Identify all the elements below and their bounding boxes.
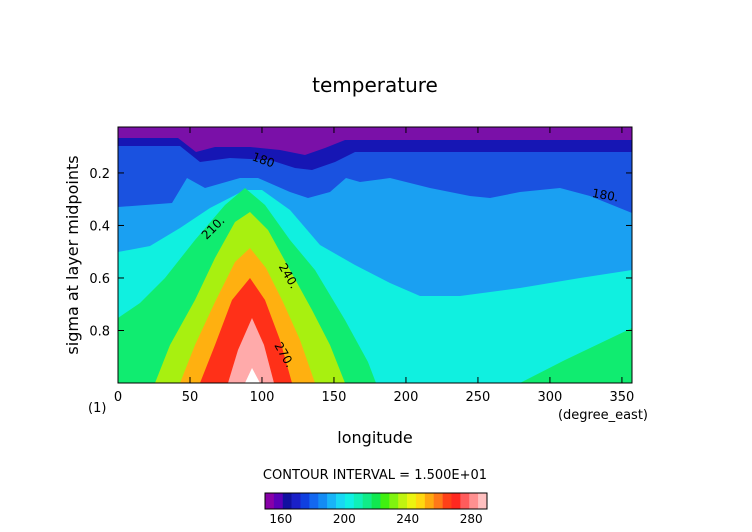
x-tick-label: 100 (250, 390, 275, 405)
colorbar-swatch (469, 493, 479, 509)
colorbar-swatch (336, 493, 346, 509)
contour-band-255 (200, 278, 292, 383)
colorbar-swatch (309, 493, 319, 509)
x-tick-label: 350 (610, 390, 635, 405)
colorbar-tick-label: 160 (269, 512, 292, 526)
colorbar-swatch (478, 493, 488, 509)
colorbar-swatch (398, 493, 408, 509)
y-tick-label: 0.4 (89, 219, 110, 234)
contour-band-210-corner (520, 328, 632, 383)
contour-interval-text: CONTOUR INTERVAL = 1.500E+01 (263, 468, 487, 483)
colorbar: 160 200 240 280 (264, 492, 488, 526)
x-tick-label: 250 (466, 390, 491, 405)
colorbar-swatch (433, 493, 443, 509)
colorbar-frame (264, 492, 488, 510)
colorbar-swatch (344, 493, 355, 509)
x-tick-label: 150 (322, 390, 347, 405)
colorbar-swatch (353, 493, 363, 509)
y-axis-title: sigma at layer midpoints (63, 155, 82, 354)
colorbar-swatch (327, 493, 337, 509)
colorbar-swatch (451, 493, 461, 509)
colorbar-swatch (442, 493, 452, 509)
plot-frame (117, 126, 633, 384)
contour-fill (118, 127, 632, 383)
x-tick-label: 300 (538, 390, 563, 405)
colorbar-swatch (424, 493, 435, 509)
colorbar-tick-label: 240 (396, 512, 419, 526)
colorbar-swatch (380, 493, 390, 509)
colorbar-swatch (265, 493, 275, 509)
x-axis: 0 50 100 150 200 250 300 350 (114, 127, 634, 405)
y-tick-label: 0.2 (89, 167, 110, 182)
contour-line-label: 180. (591, 186, 620, 204)
colorbar-swatch (282, 493, 292, 509)
chart-title: temperature (312, 73, 438, 97)
x-tick-label: 0 (114, 390, 122, 405)
colorbar-swatch (300, 493, 310, 509)
x-tick-label: 200 (394, 390, 419, 405)
colorbar-swatch (407, 493, 417, 509)
contour-band-285 (245, 368, 260, 383)
corner-label: (1) (88, 401, 106, 416)
colorbar-tick-label: 280 (460, 512, 483, 526)
contour-band-270 (228, 318, 274, 383)
y-axis: 0.2 0.4 0.6 0.8 (89, 167, 632, 339)
colorbar-swatch (291, 493, 301, 509)
colorbar-swatch (460, 493, 470, 509)
colorbar-swatch (389, 493, 399, 509)
y-tick-label: 0.6 (89, 272, 110, 287)
x-axis-title: longitude (337, 428, 412, 447)
colorbar-swatch (273, 493, 284, 509)
x-unit-label: (degree_east) (558, 408, 648, 423)
x-tick-label: 50 (182, 390, 199, 405)
colorbar-tick-label: 200 (333, 512, 356, 526)
y-tick-label: 0.8 (89, 324, 110, 339)
colorbar-swatch (415, 493, 426, 509)
colorbar-swatch (362, 493, 372, 509)
colorbar-swatch (318, 493, 328, 509)
colorbar-swatch (371, 493, 381, 509)
